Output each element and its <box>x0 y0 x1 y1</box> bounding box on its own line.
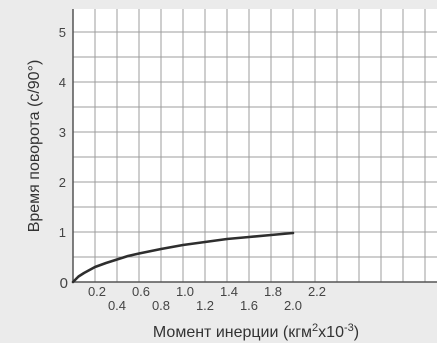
grid <box>73 9 437 282</box>
x-tick-label: 0.8 <box>152 298 170 313</box>
y-tick-labels: 0 1 2 3 4 5 <box>59 25 68 292</box>
x-axis-label-prefix: Момент инерции (кгм <box>153 324 312 341</box>
series-line <box>71 231 295 284</box>
axes <box>72 9 437 283</box>
x-tick-label: 1.6 <box>240 298 258 313</box>
x-tick-label: 2.0 <box>284 298 302 313</box>
x-axis-label: Момент инерции (кгм2x10-3) <box>153 322 359 341</box>
x-tick-label: 1.2 <box>196 298 214 313</box>
y-tick-label: 5 <box>59 25 66 40</box>
y-tick-label: 0 <box>60 275 68 292</box>
x-tick-label: 0.4 <box>108 298 126 313</box>
x-axis-label-mid: x10 <box>318 324 344 341</box>
y-tick-label: 3 <box>59 125 66 140</box>
x-tick-label: 2.2 <box>308 284 326 299</box>
x-tick-labels: 0.2 0.6 1.0 1.4 1.8 2.2 0.4 0.8 1.2 1.6 2.0 <box>88 284 326 313</box>
x-axis-label-suffix: ) <box>354 324 359 341</box>
x-axis-label-sup1: 2 <box>312 322 318 334</box>
x-tick-label: 1.8 <box>264 284 282 299</box>
x-tick-label: 1.0 <box>176 284 194 299</box>
y-tick-label: 2 <box>59 175 66 190</box>
plot-area <box>73 9 437 282</box>
y-tick-label: 1 <box>59 225 66 240</box>
series <box>71 231 295 284</box>
y-tick-label: 4 <box>59 75 66 90</box>
x-axis-label-sup2: -3 <box>344 322 354 334</box>
x-tick-label: 0.6 <box>132 284 150 299</box>
y-axis-label: Время поворота (с/90°) <box>26 60 43 233</box>
x-tick-label: 1.4 <box>220 284 238 299</box>
x-tick-label: 0.2 <box>88 284 106 299</box>
